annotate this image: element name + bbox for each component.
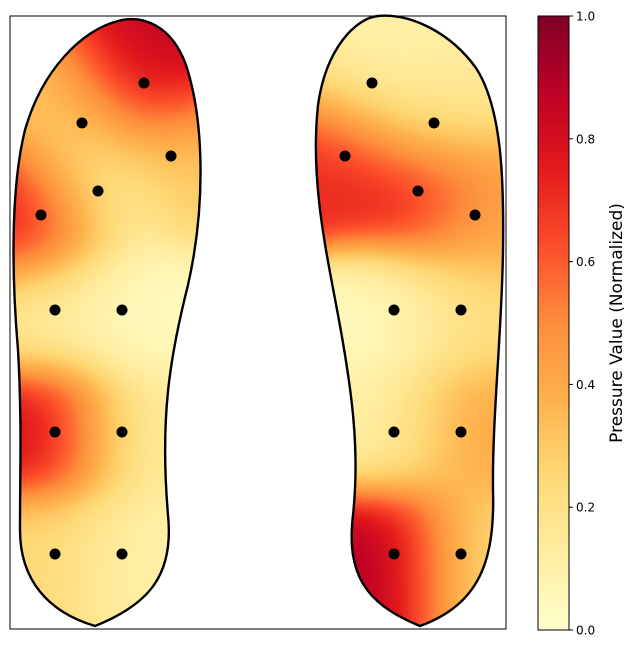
colorbar-ticks: 0.0 0.2 0.4 0.6 0.8 1.0 (569, 10, 595, 638)
colorbar-tick-label: 0.0 (576, 624, 595, 638)
right-sensor-point (366, 77, 378, 89)
colorbar-label: Pressure Value (Normalized) (607, 203, 627, 443)
right-sensor-point (469, 209, 481, 221)
right-foot-outline (314, 14, 505, 628)
right-sensor-point (388, 548, 400, 560)
colorbar-tick-label: 0.4 (576, 378, 595, 392)
right-sensor-point (455, 426, 467, 438)
right-sensor-point (455, 304, 467, 316)
left-sensor-point (49, 426, 61, 438)
right-sensor-point (412, 185, 424, 197)
colorbar-tick-label: 0.2 (576, 501, 595, 515)
right-sensor-point (455, 548, 467, 560)
left-sensor-point (116, 426, 128, 438)
left-sensor-point (76, 117, 88, 129)
left-foot-outline (12, 17, 202, 628)
left-sensor-point (165, 150, 177, 162)
colorbar (537, 15, 570, 631)
left-sensor-point (49, 548, 61, 560)
right-sensor-point (428, 117, 440, 129)
left-sensor-point (92, 185, 104, 197)
colorbar-tick-label: 0.8 (576, 132, 595, 146)
sensor-markers (35, 77, 481, 560)
left-sensor-point (138, 77, 150, 89)
left-sensor-point (116, 304, 128, 316)
right-sensor-point (339, 150, 351, 162)
right-sensor-point (388, 304, 400, 316)
colorbar-tick-label: 1.0 (576, 10, 595, 24)
left-sensor-point (35, 209, 47, 221)
left-sensor-point (116, 548, 128, 560)
left-sensor-point (49, 304, 61, 316)
right-sensor-point (388, 426, 400, 438)
colorbar-tick-label: 0.6 (576, 255, 595, 269)
